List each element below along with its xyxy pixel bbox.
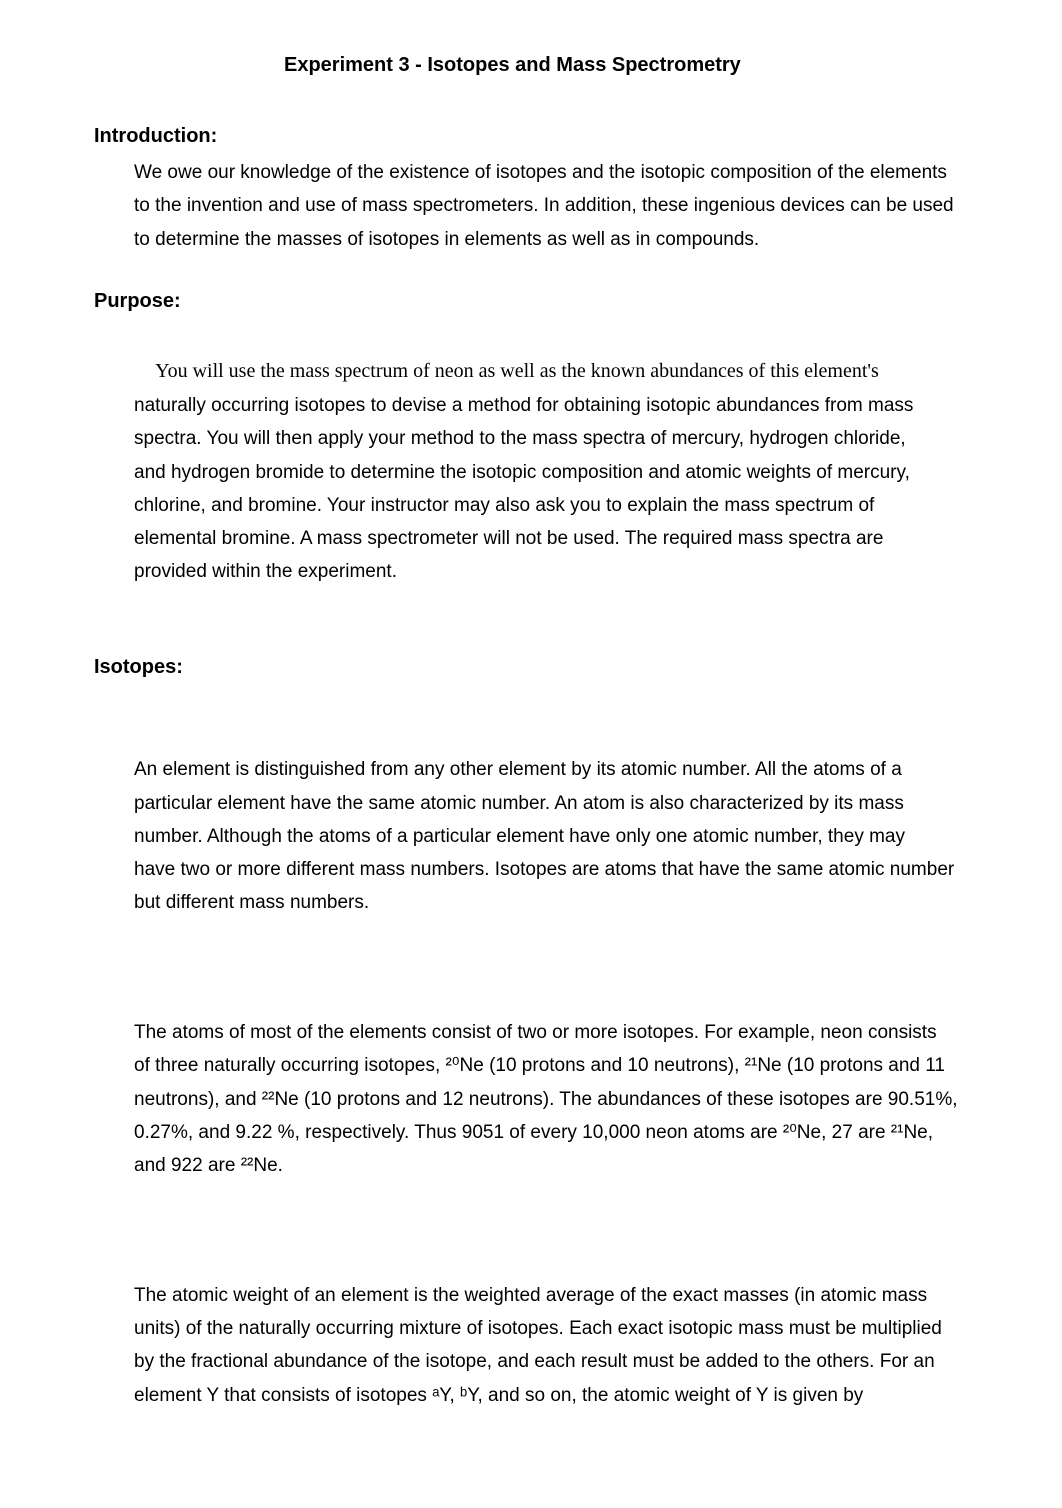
- purpose-heading: Purpose:: [94, 290, 1062, 313]
- purpose-serif-line: You will use the mass spectrum of neon a…: [155, 360, 879, 382]
- isotopes-paragraph-3: The atomic weight of an element is the w…: [134, 1279, 1062, 1412]
- introduction-body: We owe our knowledge of the existence of…: [94, 156, 1062, 256]
- isotopes-paragraph-1: An element is distinguished from any oth…: [134, 753, 1062, 919]
- document-title: Experiment 3 - Isotopes and Mass Spectro…: [94, 54, 1062, 77]
- isotopes-heading: Isotopes:: [94, 656, 1062, 679]
- introduction-heading: Introduction:: [94, 125, 1062, 148]
- purpose-rest: naturally occurring isotopes to devise a…: [134, 395, 913, 582]
- section-purpose: Purpose: You will use the mass spectrum …: [94, 290, 1062, 622]
- isotopes-body: An element is distinguished from any oth…: [94, 687, 1062, 1508]
- purpose-body: You will use the mass spectrum of neon a…: [94, 321, 1062, 622]
- isotopes-paragraph-2: The atoms of most of the elements consis…: [134, 1016, 1062, 1182]
- section-isotopes: Isotopes: An element is distinguished fr…: [94, 656, 1062, 1508]
- section-introduction: Introduction: We owe our knowledge of th…: [94, 125, 1062, 256]
